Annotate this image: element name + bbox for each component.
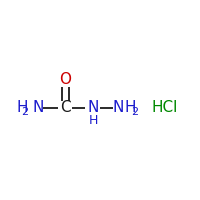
Text: 2: 2 [21,107,28,117]
Text: H: H [16,100,28,116]
Text: O: O [59,72,71,88]
Text: N: N [32,100,44,116]
Text: N: N [112,100,124,116]
Text: H: H [124,100,136,116]
Text: H: H [88,114,98,128]
Text: N: N [87,100,99,116]
Text: C: C [60,100,70,116]
Text: HCl: HCl [152,100,178,116]
Text: 2: 2 [131,107,138,117]
